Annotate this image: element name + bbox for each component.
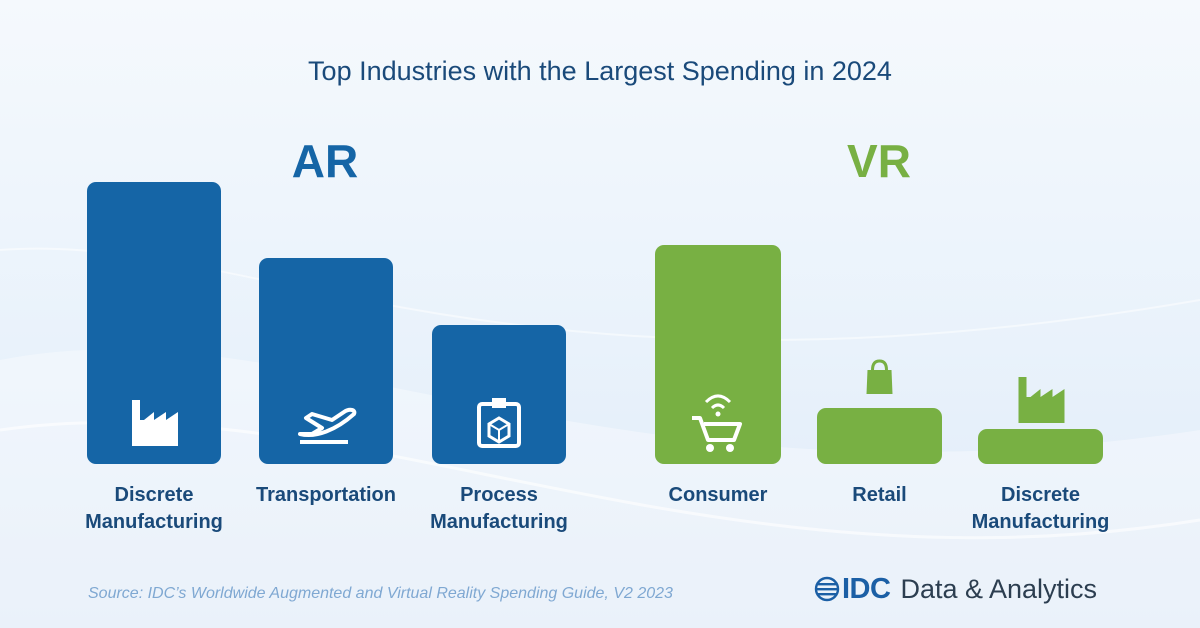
factory-icon bbox=[132, 400, 178, 446]
shopping-cart-icon bbox=[692, 394, 742, 452]
category-label: Process Manufacturing bbox=[430, 484, 568, 533]
process-icon bbox=[477, 398, 521, 448]
bar-vr-2 bbox=[817, 408, 942, 464]
bar-ar-1 bbox=[87, 182, 221, 464]
idc-globe-icon bbox=[814, 576, 840, 602]
bar-ar-3 bbox=[432, 325, 566, 464]
source-note: Source: IDC’s Worldwide Augmented and Vi… bbox=[88, 585, 673, 602]
bar-vr-3 bbox=[978, 429, 1103, 464]
bar-ar-2 bbox=[259, 258, 393, 464]
airplane-icon bbox=[298, 407, 357, 444]
shopping-bag-icon bbox=[866, 359, 893, 394]
chart-title: Top Industries with the Largest Spending… bbox=[308, 56, 892, 86]
category-label: Consumer bbox=[669, 484, 768, 506]
logo-brand: IDC bbox=[842, 572, 891, 605]
bar-vr-1 bbox=[655, 245, 781, 464]
factory-icon bbox=[1018, 377, 1065, 423]
vr-group-label: VR bbox=[847, 135, 911, 187]
category-label: Discrete Manufacturing bbox=[972, 484, 1110, 533]
idc-logo: IDC Data & Analytics bbox=[814, 572, 1097, 606]
category-label: Retail bbox=[852, 484, 906, 506]
category-label: Transportation bbox=[256, 484, 396, 506]
category-label: Discrete Manufacturing bbox=[85, 484, 223, 533]
logo-text: Data & Analytics bbox=[900, 573, 1098, 604]
ar-group-label: AR bbox=[291, 135, 359, 187]
